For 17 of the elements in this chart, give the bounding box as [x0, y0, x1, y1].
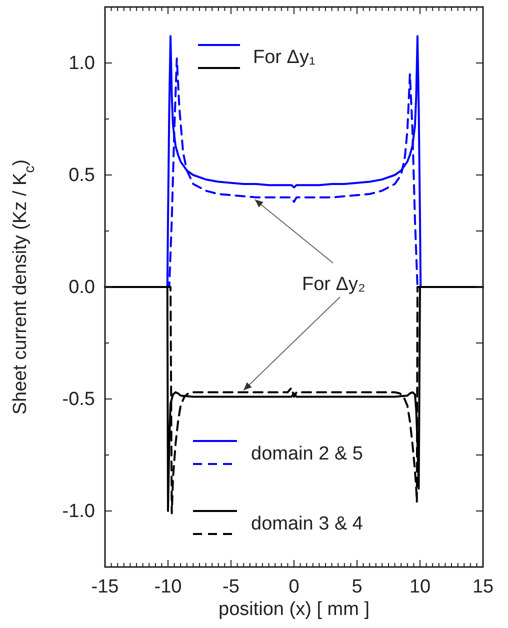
annotation: For Δy₁: [253, 47, 316, 68]
y-tick-label: -1.0: [62, 501, 95, 522]
x-tick-label: 10: [409, 576, 431, 598]
x-tick-label: 15: [472, 576, 494, 598]
x-tick-label: -10: [154, 576, 182, 598]
legend-label: domain 3 & 4: [251, 514, 364, 534]
y-tick-label: -0.5: [62, 389, 95, 410]
annotation: For Δy₂: [302, 274, 366, 295]
legend-label: domain 2 & 5: [251, 444, 363, 464]
x-axis-title: position (x) [ mm ]: [218, 599, 370, 620]
y-tick-label: 0.0: [68, 277, 95, 298]
x-tick-label: -15: [91, 576, 119, 598]
y-tick-label: 0.5: [68, 165, 95, 186]
x-tick-label: 0: [288, 576, 300, 598]
y-tick-label: 1.0: [68, 53, 95, 74]
x-tick-label: 5: [352, 576, 362, 598]
x-tick-label: -5: [222, 576, 240, 598]
